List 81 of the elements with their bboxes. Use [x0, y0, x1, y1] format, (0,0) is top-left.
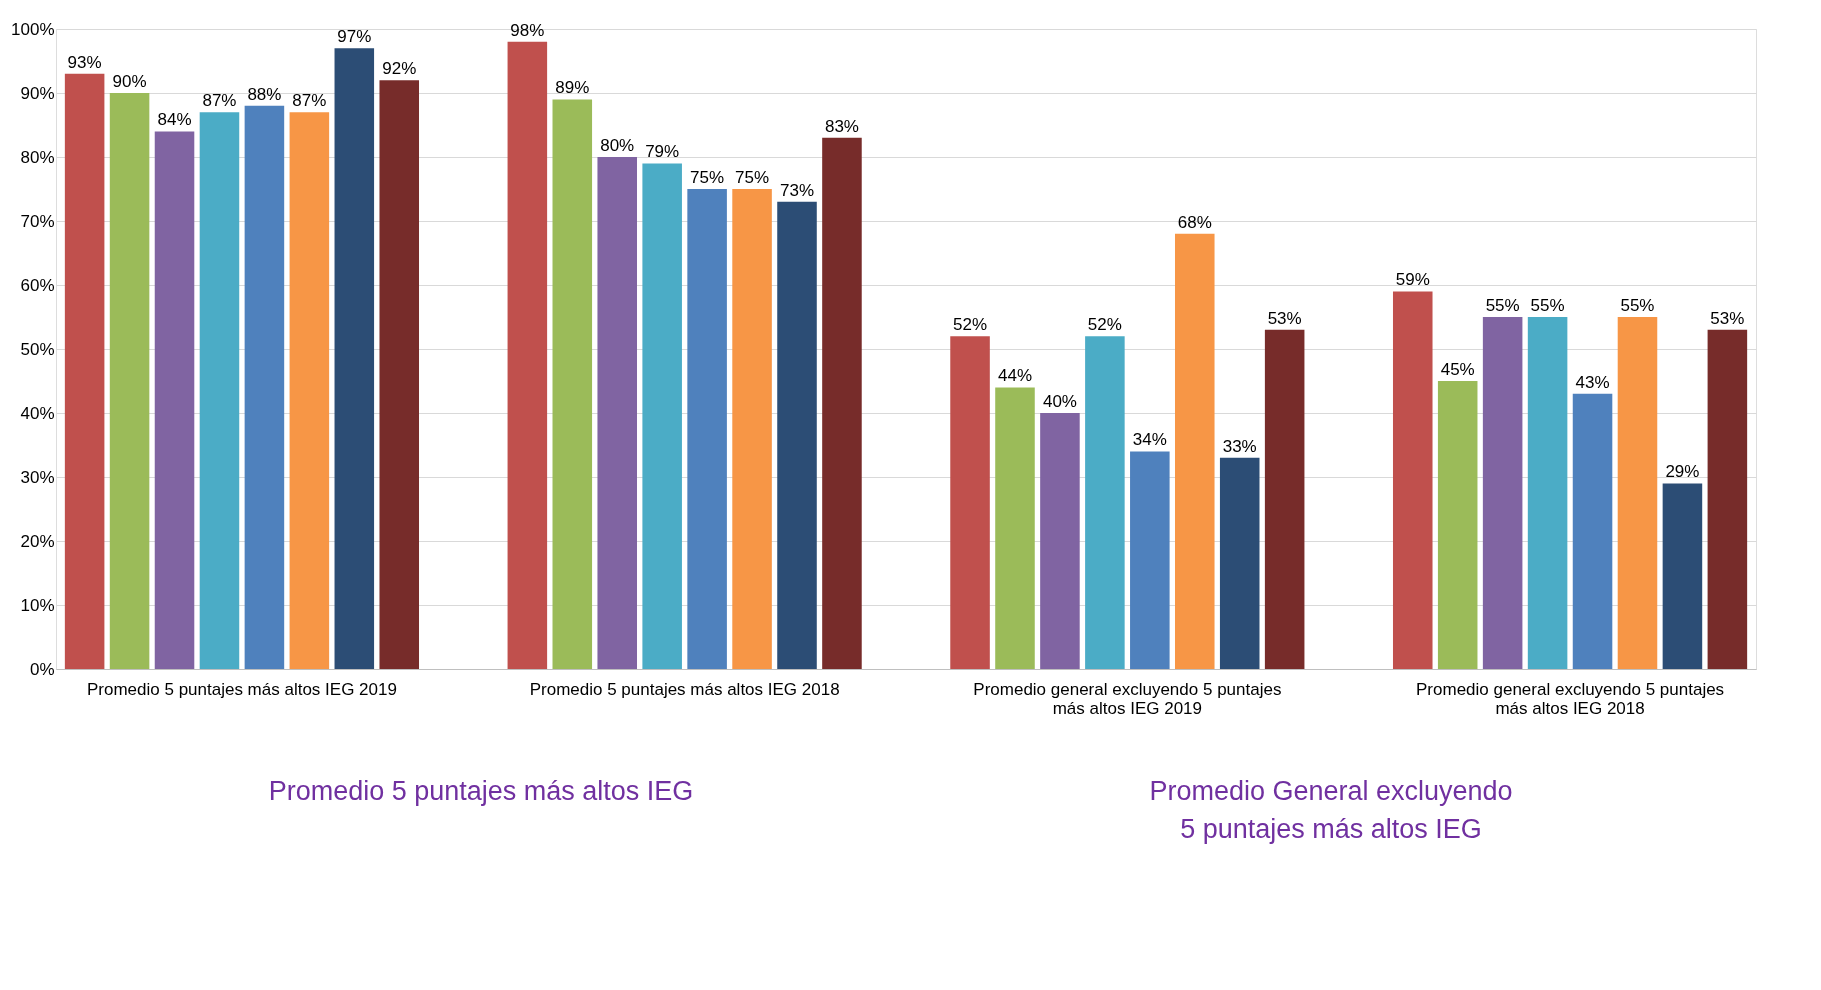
- data-label: 98%: [510, 20, 545, 40]
- y-tick-label: 50%: [20, 339, 55, 359]
- bar: [950, 336, 990, 669]
- bar: [777, 201, 817, 669]
- bar: [1707, 329, 1748, 669]
- data-label: 87%: [292, 91, 327, 111]
- y-tick-label: 0%: [29, 659, 55, 679]
- data-label: 73%: [779, 180, 815, 200]
- data-label: 52%: [953, 315, 988, 335]
- bar: [1482, 317, 1523, 669]
- bar: [154, 131, 195, 669]
- data-label: 59%: [1395, 270, 1430, 290]
- data-label: 53%: [1710, 308, 1745, 328]
- y-tick-label: 20%: [20, 531, 55, 551]
- y-tick-label: 100%: [11, 19, 55, 39]
- y-tick-label: 40%: [20, 403, 55, 423]
- y-tick-label: 90%: [20, 83, 55, 103]
- bar: [1617, 317, 1658, 669]
- data-label: 87%: [202, 91, 237, 111]
- data-label: 88%: [247, 84, 282, 104]
- data-label: 52%: [1087, 315, 1122, 335]
- bar: [64, 73, 105, 669]
- data-label: 97%: [337, 27, 372, 47]
- bar: [1392, 291, 1433, 669]
- text: Promedio General excluyendo 5 puntajes más altos IEG: [1149, 776, 1513, 844]
- bar: [507, 41, 548, 669]
- y-tick-label: 30%: [20, 467, 55, 487]
- bar: [199, 112, 240, 669]
- data-label: 55%: [1620, 296, 1655, 315]
- bar: [244, 105, 285, 669]
- bar: [597, 157, 637, 669]
- data-label: 55%: [1485, 296, 1520, 315]
- bar: [995, 387, 1035, 669]
- data-label: 55%: [1530, 296, 1565, 315]
- data-label: 90%: [112, 72, 147, 91]
- bar: [687, 189, 727, 669]
- data-label: 53%: [1267, 308, 1302, 328]
- text: Promedio 5 puntajes más altos IEG: [268, 776, 694, 806]
- y-tick-label: 60%: [20, 275, 55, 295]
- x-tick-label: Promedio 5 puntajes más altos IEG 2019: [86, 679, 397, 699]
- bar: [109, 93, 150, 669]
- bar: [1219, 457, 1260, 669]
- y-tick-label: 10%: [20, 595, 55, 615]
- bar: [822, 137, 862, 669]
- data-label: 89%: [555, 78, 590, 98]
- data-label: 93%: [67, 52, 102, 72]
- data-label: 92%: [382, 59, 417, 79]
- bar: [1437, 381, 1478, 669]
- x-tick-label: Promedio general excluyendo 5 puntajes más altos IEG 2018: [1416, 679, 1725, 718]
- y-tick-label: 80%: [20, 147, 55, 167]
- bar: [289, 112, 330, 669]
- x-tick-label: Promedio general excluyendo 5 puntajes más altos IEG 2019: [973, 679, 1282, 718]
- data-label: 75%: [690, 168, 725, 187]
- data-label: 34%: [1132, 430, 1167, 450]
- data-label: 68%: [1177, 212, 1212, 232]
- data-label: 43%: [1575, 372, 1610, 392]
- bar: [1527, 317, 1568, 669]
- data-label: 29%: [1665, 462, 1700, 482]
- y-tick-label: 70%: [20, 211, 55, 231]
- bar: [552, 99, 593, 669]
- data-label: 80%: [600, 136, 635, 155]
- bar: [1130, 451, 1170, 669]
- bar: [642, 163, 682, 669]
- data-label: 40%: [1042, 392, 1077, 411]
- bar: [732, 189, 772, 669]
- data-label: 84%: [157, 110, 192, 130]
- x-tick-label: Promedio 5 puntajes más altos IEG 2018: [529, 679, 840, 699]
- data-label: 75%: [735, 168, 770, 187]
- data-label: 44%: [997, 366, 1033, 386]
- data-label: 45%: [1440, 360, 1475, 379]
- bar: [1175, 233, 1215, 669]
- bar: [379, 80, 420, 669]
- data-label: 33%: [1222, 436, 1257, 456]
- bar: [1085, 336, 1125, 669]
- bar: [334, 48, 375, 669]
- data-label: 79%: [645, 142, 680, 162]
- bar: [1264, 329, 1305, 669]
- bar: [1572, 393, 1613, 669]
- data-label: 83%: [824, 116, 859, 136]
- bar: [1040, 413, 1080, 669]
- bar: [1662, 483, 1703, 669]
